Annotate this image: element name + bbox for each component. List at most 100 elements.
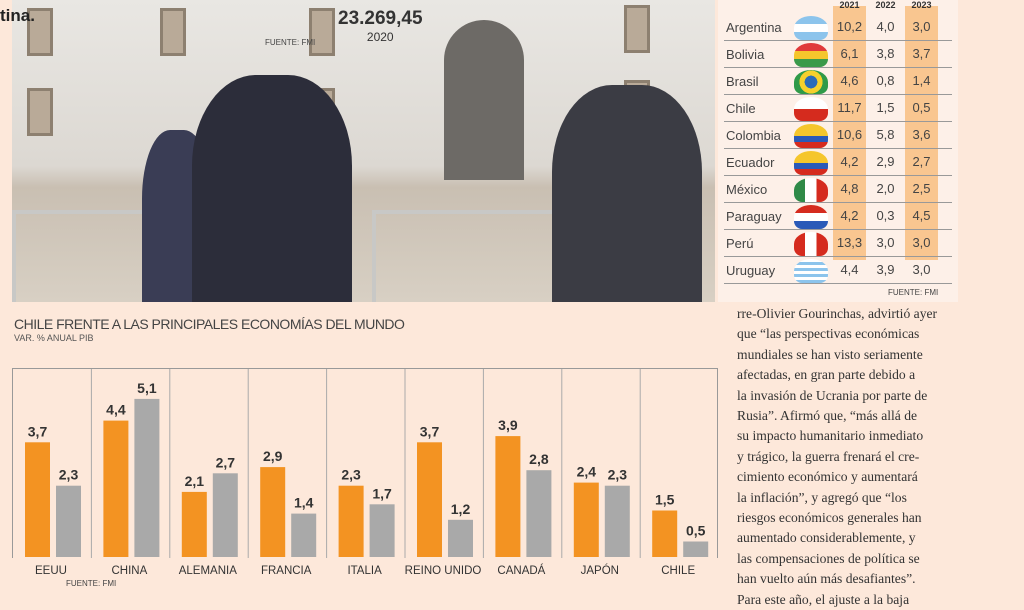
- article-line: la inflación”, y agregó que “los: [737, 489, 907, 505]
- data-label: 2,8: [529, 451, 549, 467]
- data-label: 3,7: [28, 423, 48, 439]
- data-label: 2,9: [263, 448, 283, 464]
- country-name: Chile: [726, 101, 756, 116]
- country-name: Argentina: [726, 20, 782, 35]
- table-cell: 4,6: [840, 73, 859, 88]
- table-cell: 5,8: [876, 127, 895, 142]
- table-source: FUENTE: FMI: [888, 288, 939, 297]
- category-label: EEUU: [35, 565, 67, 577]
- table-cell: 4,5: [912, 208, 931, 223]
- table-cell: 3,0: [912, 19, 931, 34]
- bar-francia-0: [260, 467, 286, 557]
- figure-source: FUENTE: FMI: [265, 38, 316, 47]
- category-label: CHILE: [661, 565, 696, 577]
- bar-japón-1: [604, 485, 630, 557]
- argentina-flag-icon: [794, 16, 828, 40]
- table-cell: 4,2: [840, 208, 859, 223]
- article-line: las compensaciones de política se: [737, 550, 920, 566]
- table-cell: 2,5: [912, 181, 931, 196]
- pib-figure: 23.269,45 2020: [338, 8, 423, 44]
- bar-reino-unido-1: [448, 519, 473, 557]
- table-row: Colombia 10,6 5,8 3,6: [724, 122, 952, 149]
- table-cell: 4,0: [876, 19, 895, 34]
- table-cell: 0,5: [912, 100, 931, 115]
- data-label: 3,9: [498, 417, 518, 433]
- article-line: aumentado considerablemente, y: [737, 530, 916, 546]
- table-cell: 3,9: [876, 262, 895, 277]
- table-cell: 0,3: [876, 208, 895, 223]
- table-cell: 0,8: [876, 73, 895, 88]
- bar-chart: 3,7 2,3 4,4 5,1 2,1 2,7 2,9 1,4 2,3 1,7 3,7 1,2 3,9 2…: [12, 368, 718, 558]
- col-2022: 2022: [875, 0, 896, 10]
- peru-flag-icon: [794, 232, 828, 256]
- category-label: CHINA: [111, 565, 148, 577]
- bar-francia-1: [291, 513, 317, 557]
- bar-japón-0: [573, 482, 599, 557]
- article-line: rre-Olivier Gourinchas, advirtió ayer: [737, 306, 938, 321]
- bar-eeuu-0: [25, 442, 50, 557]
- table-cell: 1,5: [876, 100, 895, 115]
- table-cell: 13,3: [836, 235, 863, 250]
- table-cell: 6,1: [840, 46, 859, 61]
- data-label: 3,7: [420, 423, 440, 439]
- table-row: Ecuador 4,2 2,9 2,7: [724, 149, 952, 176]
- category-label: FRANCIA: [260, 565, 312, 577]
- table-cell: 10,6: [836, 127, 863, 142]
- data-label: 2,3: [341, 467, 361, 483]
- mexico-flag-icon: [794, 178, 828, 202]
- country-name: Perú: [726, 236, 754, 251]
- table-cell: 3,0: [912, 235, 931, 250]
- article-line: han vuelto aún más desafiantes”.: [737, 571, 916, 587]
- paraguay-flag-icon: [794, 205, 828, 229]
- country-name: Brasil: [726, 74, 759, 89]
- article-line: mundiales se han visto seriamente: [737, 346, 923, 362]
- table-row: México 4,8 2,0 2,5: [724, 176, 952, 203]
- table-cell: 2,9: [876, 154, 895, 169]
- country-name: Ecuador: [726, 155, 775, 170]
- data-label: 0,5: [686, 523, 706, 539]
- chile-flag-icon: [794, 97, 828, 121]
- table-cell: 3,0: [876, 235, 895, 250]
- article-line: cimiento económico y aumentará: [737, 469, 918, 485]
- bar-china-0: [103, 420, 129, 557]
- category-label: ITALIA: [347, 565, 382, 577]
- data-label: 2,3: [608, 467, 628, 483]
- bar-alemania-0: [181, 491, 207, 557]
- article-line: Para este año, el ajuste a la baja: [737, 591, 910, 607]
- table-row: Bolivia 6,1 3,8 3,7: [724, 41, 952, 68]
- col-2021: 2021: [839, 0, 860, 10]
- country-name: Uruguay: [726, 263, 776, 278]
- bar-italia-1: [369, 504, 395, 557]
- bar-canadá-0: [495, 436, 521, 557]
- article-line: su impacto humanitario inmediato: [737, 428, 924, 444]
- lead-text: tina.: [0, 6, 35, 25]
- table-cell: 11,7: [837, 100, 862, 115]
- table-row: Uruguay 4,4 3,9 3,0: [724, 257, 952, 284]
- article-line: y trágico, la guerra frenará el cre-: [737, 448, 920, 464]
- brazil-flag-icon: [794, 70, 828, 94]
- category-label: ALEMANIA: [178, 565, 237, 577]
- article-line: la invasión de Ucrania por parte de: [737, 387, 928, 403]
- article-line: que “las perspectivas económicas: [737, 326, 920, 342]
- country-name: Colombia: [726, 128, 781, 143]
- country-name: Bolivia: [726, 47, 765, 62]
- table-row: Perú 13,3 3,0 3,0: [724, 230, 952, 257]
- bolivia-flag-icon: [794, 43, 828, 67]
- category-label: REINO UNIDO: [404, 565, 482, 577]
- data-label: 2,4: [577, 464, 597, 480]
- table-cell: 4,4: [840, 262, 859, 277]
- gdp-table: 2021 2022 2023 FUENTE: FMI Argentina 10,2…: [718, 0, 958, 302]
- table-row: Argentina 10,2 4,0 3,0: [724, 14, 952, 41]
- table-cell: 4,2: [840, 154, 859, 169]
- data-label: 4,4: [106, 402, 126, 418]
- bar-alemania-1: [212, 473, 238, 557]
- category-label: CANADÁ: [497, 565, 546, 577]
- colombia-flag-icon: [794, 124, 828, 148]
- bar-eeuu-1: [56, 485, 81, 557]
- country-name: México: [726, 182, 768, 197]
- bar-reino-unido-0: [417, 442, 442, 557]
- table-cell: 2,7: [912, 154, 931, 169]
- article-text: rre-Olivier Gourinchas, advirtió ayer que…: [737, 304, 967, 610]
- table-cell: 10,2: [836, 19, 863, 34]
- table-row: Paraguay 4,2 0,3 4,5: [724, 203, 952, 230]
